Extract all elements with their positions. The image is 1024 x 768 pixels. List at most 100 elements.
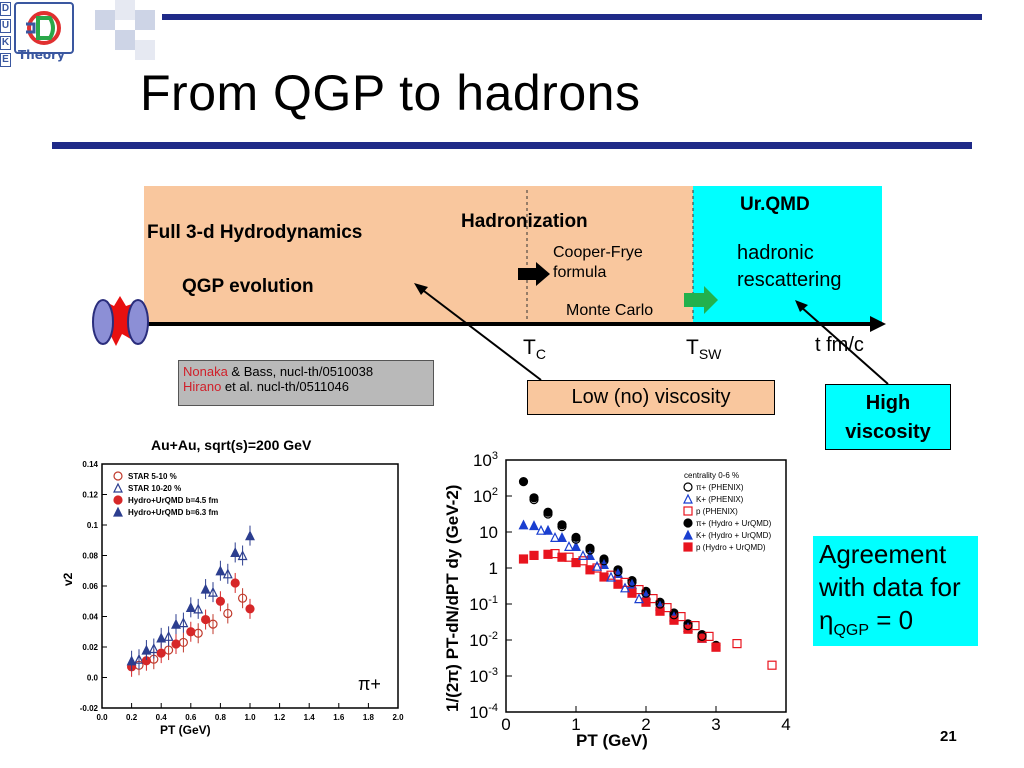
agreement-line-3: ηQGP = 0 xyxy=(819,605,914,640)
data-point xyxy=(171,639,181,649)
monte-carlo-arrow-icon xyxy=(684,286,718,314)
x-tick-label: 2.0 xyxy=(392,713,404,722)
legend-marker xyxy=(113,482,123,493)
data-point xyxy=(669,610,679,620)
urqmd-region xyxy=(693,186,882,322)
y-tick-label: 0.14 xyxy=(82,460,98,469)
legend-marker xyxy=(113,471,123,481)
data-point xyxy=(237,550,248,561)
x-tick-label: 2 xyxy=(641,715,650,734)
hadronization-label: Hadronization xyxy=(461,211,588,232)
legend-label: p (Hydro + UrQMD) xyxy=(696,543,766,552)
agreement-line-2: with data for xyxy=(819,572,961,602)
page-title: From QGP to hadrons xyxy=(140,65,641,121)
data-point xyxy=(185,602,196,612)
data-point xyxy=(578,556,588,566)
cooper-frye-label: Cooper-Frye formula xyxy=(553,244,643,281)
data-point xyxy=(690,621,700,631)
x-axis-label: PT (GeV) xyxy=(576,731,648,750)
data-point xyxy=(767,660,777,670)
data-point xyxy=(557,521,567,532)
logo-theory-text: Theory xyxy=(18,48,65,62)
data-point xyxy=(518,476,529,487)
data-point xyxy=(662,603,672,613)
low-viscosity-pointer xyxy=(419,287,542,381)
high-viscosity-box: High viscosity xyxy=(825,384,951,450)
data-point xyxy=(599,572,609,582)
y-tick-label: 10-4 xyxy=(469,702,498,722)
legend-marker xyxy=(683,542,693,552)
data-point xyxy=(592,563,602,573)
data-point xyxy=(518,554,529,564)
data-point xyxy=(634,593,644,604)
data-point xyxy=(245,530,255,541)
urqmd-label: Ur.QMD xyxy=(740,194,810,215)
decorative-checker xyxy=(95,0,165,62)
data-point xyxy=(215,596,225,606)
data-point xyxy=(606,571,616,582)
plot-frame xyxy=(505,459,787,713)
data-point xyxy=(208,586,218,597)
legend-marker xyxy=(683,529,693,540)
legend-label: K+ (Hydro + UrQMD) xyxy=(696,531,771,540)
data-point xyxy=(208,619,218,629)
collision-icon xyxy=(92,296,149,346)
header-bar xyxy=(162,14,982,20)
y-tick-label: 102 xyxy=(473,486,498,506)
x-tick-label: 1.6 xyxy=(333,713,345,722)
data-point xyxy=(156,632,167,643)
data-point xyxy=(585,550,595,561)
y-tick-label: 10-2 xyxy=(469,630,498,650)
data-point xyxy=(529,494,539,505)
data-point xyxy=(585,545,595,555)
legend-marker xyxy=(683,482,693,492)
data-point xyxy=(564,541,574,552)
x-tick-label: 4 xyxy=(781,715,790,734)
data-point xyxy=(578,550,588,561)
data-point xyxy=(201,614,211,625)
data-point xyxy=(571,557,581,568)
data-point xyxy=(620,577,630,587)
data-point xyxy=(126,655,137,666)
data-point xyxy=(550,532,560,543)
cooper-frye-arrow-icon xyxy=(518,262,550,286)
data-point xyxy=(141,644,152,655)
x-tick-label: 0.6 xyxy=(185,713,197,722)
legend-label: π+ (PHENIX) xyxy=(696,483,744,492)
data-point xyxy=(156,648,166,658)
legend-label: STAR 5-10 % xyxy=(128,472,177,481)
qgp-label: QGP evolution xyxy=(182,276,314,297)
data-point xyxy=(238,593,248,603)
data-point xyxy=(550,548,560,559)
data-point xyxy=(171,618,181,629)
y-tick-label: 1 xyxy=(489,559,498,578)
y-tick-label: 0.02 xyxy=(82,643,98,652)
data-point xyxy=(655,599,665,609)
data-point xyxy=(215,565,226,576)
high-viscosity-pointer xyxy=(799,305,889,385)
logo-letter-e: E xyxy=(0,53,11,67)
time-axis-arrowhead xyxy=(870,316,886,332)
tc-label: TC xyxy=(523,336,546,363)
data-point xyxy=(648,594,658,604)
hadronic-label: hadronic rescattering xyxy=(737,242,842,291)
title-rule xyxy=(52,142,972,149)
x-tick-label: 0.2 xyxy=(126,713,138,722)
data-point xyxy=(613,567,623,577)
hydro-label: Full 3-d Hydrodynamics xyxy=(147,222,363,243)
data-point xyxy=(711,642,721,652)
qcd-logo-icon xyxy=(14,2,74,54)
legend-marker xyxy=(113,506,123,517)
pion-annotation: π+ xyxy=(358,674,381,694)
data-point xyxy=(536,524,546,535)
legend-label: Hydro+UrQMD b=4.5 fm xyxy=(128,496,218,505)
data-point xyxy=(732,639,742,649)
data-point xyxy=(200,583,211,594)
legend-label: STAR 10-20 % xyxy=(128,484,181,493)
x-tick-label: 1 xyxy=(571,715,580,734)
x-tick-label: 0.4 xyxy=(156,713,168,722)
data-point xyxy=(676,612,686,622)
data-point xyxy=(543,524,553,535)
data-point xyxy=(223,608,233,619)
